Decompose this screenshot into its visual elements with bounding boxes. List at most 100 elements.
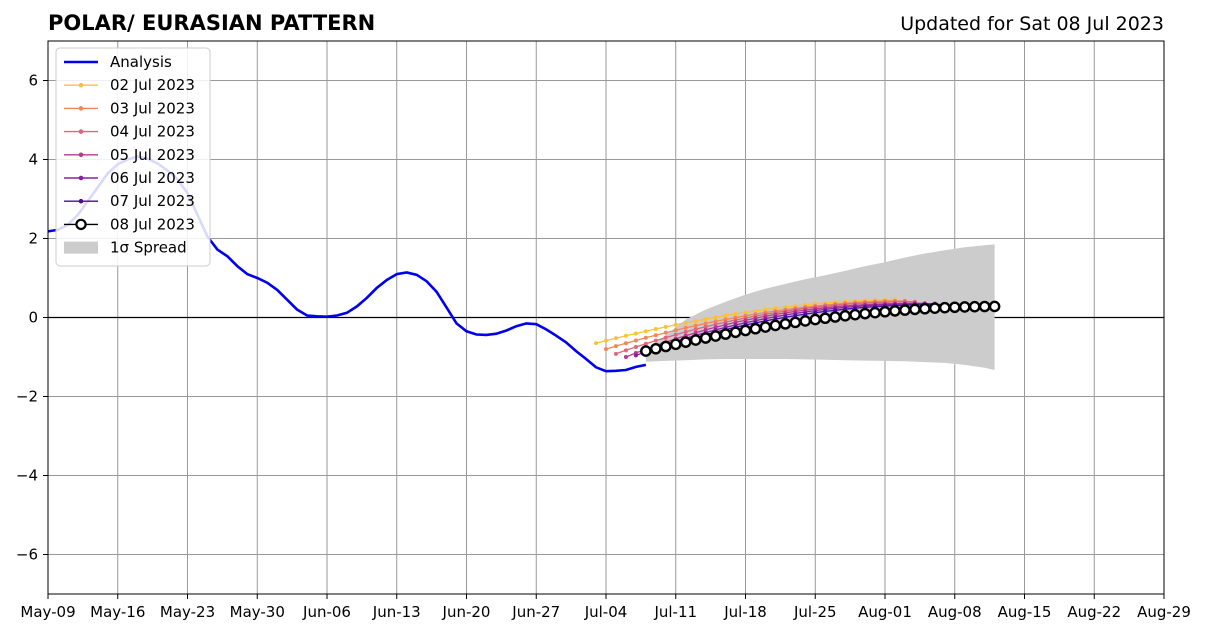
legend-label: 02 Jul 2023 <box>110 76 195 94</box>
y-tick-label: 4 <box>28 151 38 169</box>
x-tick-label: May-23 <box>160 603 215 621</box>
legend-entry: 03 Jul 2023 <box>64 99 195 117</box>
forecast-point <box>859 307 871 320</box>
forecast-point <box>633 338 638 343</box>
x-tick-label: Jul-18 <box>723 603 767 621</box>
forecast-point <box>693 323 698 328</box>
forecast-point <box>603 338 608 343</box>
forecast-point <box>683 320 688 325</box>
forecast-point <box>663 335 668 340</box>
forecast-point <box>799 315 812 327</box>
forecast-point <box>679 336 692 348</box>
forecast-point <box>978 300 991 313</box>
forecast-point <box>759 321 772 333</box>
forecast-point <box>673 332 678 337</box>
forecast-point <box>719 328 732 340</box>
forecast-point <box>899 304 911 316</box>
forecast-point <box>958 301 971 313</box>
forecast-point <box>709 330 722 342</box>
forecast-point <box>779 318 792 330</box>
x-tick-label: Jun-13 <box>372 603 421 621</box>
forecast-point <box>683 325 688 330</box>
forecast-point <box>613 351 618 356</box>
forecast-point <box>603 347 608 352</box>
forecast-point <box>623 354 628 359</box>
y-tick-label: 2 <box>28 230 38 248</box>
x-tick-label: Aug-08 <box>928 603 982 621</box>
legend-label: 04 Jul 2023 <box>110 123 195 141</box>
forecast-point <box>919 302 931 315</box>
forecast-point <box>829 311 841 323</box>
legend-entry: Analysis <box>64 53 172 71</box>
forecast-point <box>613 336 618 341</box>
forecast-point <box>938 301 951 314</box>
y-tick-label: 6 <box>28 72 38 90</box>
forecast-point <box>733 312 738 317</box>
x-tick-label: Jun-06 <box>302 603 351 621</box>
legend-series-marker <box>78 106 84 111</box>
forecast-point <box>683 329 688 334</box>
forecast-point <box>659 340 672 353</box>
legend-series-marker <box>78 152 84 158</box>
forecast-point <box>633 331 638 336</box>
legend-label: 03 Jul 2023 <box>110 99 195 117</box>
forecast-point <box>663 324 668 329</box>
legend-series-marker <box>78 82 84 88</box>
legend-label: 05 Jul 2023 <box>110 146 195 164</box>
forecast-point <box>643 335 648 340</box>
x-tick-label: Aug-15 <box>998 603 1052 621</box>
forecast-point <box>988 300 1001 313</box>
legend-entry: 05 Jul 2023 <box>64 146 195 164</box>
x-tick-label: Jun-27 <box>511 603 560 621</box>
forecast-point <box>643 341 648 346</box>
legend-label: 07 Jul 2023 <box>110 192 195 210</box>
legend-series-marker <box>78 175 84 181</box>
legend-entry: 02 Jul 2023 <box>64 76 195 94</box>
forecast-point <box>699 332 712 344</box>
forecast-point <box>713 315 718 320</box>
forecast-point <box>689 334 702 346</box>
legend-entry: 1σ Spread <box>64 239 187 257</box>
legend-spread-swatch <box>64 241 98 254</box>
legend-box <box>55 47 211 267</box>
updated-label: Updated for Sat 08 Jul 2023 <box>900 13 1164 35</box>
legend-label: 1σ Spread <box>110 239 187 257</box>
forecast-point <box>669 338 682 351</box>
chart-title: POLAR/ EURASIAN PATTERN <box>48 11 375 35</box>
forecast-point <box>723 313 728 318</box>
forecast-point <box>640 345 652 357</box>
forecast-point <box>623 341 628 346</box>
forecast-point <box>663 330 668 335</box>
forecast-point <box>613 344 618 349</box>
forecast-point <box>594 341 599 346</box>
x-tick-label: Aug-29 <box>1137 603 1191 621</box>
forecast-point <box>769 319 782 332</box>
forecast-point <box>819 312 832 325</box>
forecast-point <box>739 324 752 337</box>
legend-entry: 04 Jul 2023 <box>64 123 195 141</box>
forecast-point <box>643 329 648 334</box>
forecast-point <box>968 300 981 313</box>
forecast-point <box>653 338 658 343</box>
legend-label: 08 Jul 2023 <box>110 215 195 233</box>
x-tick-label: May-30 <box>230 603 285 621</box>
forecast-point <box>849 308 861 321</box>
forecast-point <box>839 310 851 322</box>
forecast-point <box>703 321 708 326</box>
forecast-point <box>693 318 698 323</box>
forecast-point <box>889 305 901 317</box>
forecast-point <box>909 303 921 316</box>
forecast-point <box>653 326 658 331</box>
x-tick-label: Aug-22 <box>1067 603 1121 621</box>
legend: Analysis 02 Jul 2023 03 Jul 2023 04 Jul 202… <box>55 47 211 267</box>
legend-series-marker <box>78 198 84 204</box>
legend-label: 06 Jul 2023 <box>110 169 195 187</box>
forecast-point <box>633 344 638 349</box>
y-tick-label: −6 <box>16 546 38 564</box>
forecast-point <box>703 317 708 322</box>
x-tick-label: Aug-01 <box>858 603 912 621</box>
plot-area: May-09 May-16 May-23 May-30 Jun-06 Jun-13 Jun-… <box>16 40 1191 621</box>
x-tick-label: Jun-20 <box>442 603 491 621</box>
x-tick-label: May-16 <box>90 603 145 621</box>
